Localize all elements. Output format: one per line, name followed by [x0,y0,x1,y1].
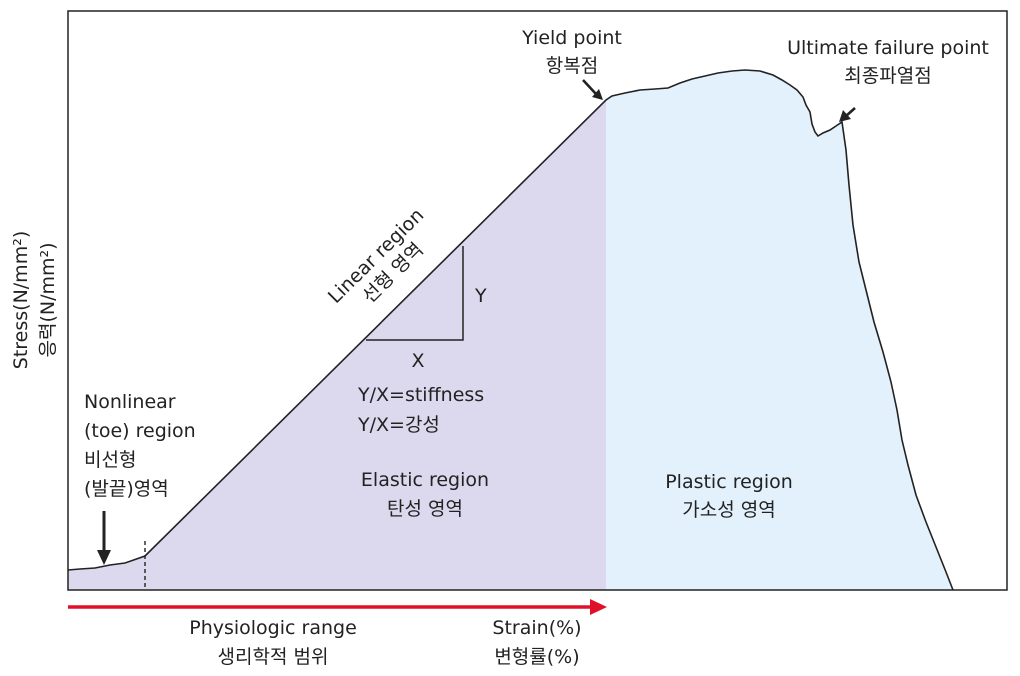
y-axis-label-ko: 응력(N/mm²) [37,242,59,357]
physiologic-range-label-en: Physiologic range [189,617,357,639]
plastic-region-label-en: Plastic region [665,471,793,493]
toe-region-line-3: 비선형 [84,449,136,471]
ultimate-point-label-ko: 최종파열점 [844,65,931,87]
physiologic-range-arrow-head [590,599,607,615]
physiologic-range-label-ko: 생리학적 범위 [218,646,329,668]
stiffness-formula-en: Y/X=stiffness [357,384,484,406]
stiffness-triangle [366,246,464,341]
ultimate-arrow-head [839,110,851,122]
plot-frame [67,10,1008,591]
toe-arrow-head [97,550,111,565]
stiffness-formula-ko: Y/X=강성 [357,414,440,436]
elastic-region-label-ko: 탄성 영역 [387,498,463,520]
y-axis-label-en: Stress(N/mm²) [10,231,32,369]
ultimate-arrow [845,107,856,117]
stiffness-x-label: X [411,350,424,372]
ultimate-point-label-en: Ultimate failure point [787,37,989,59]
toe-region-line-4: (발끝)영역 [84,478,169,500]
stiffness-y-label: Y [474,285,487,307]
yield-point-label-en: Yield point [521,27,622,49]
toe-region-line-2: (toe) region [84,420,196,442]
stress-strain-curve [67,69,954,591]
x-axis-label-ko: 변형률(%) [494,646,579,668]
plastic-region-label-ko: 가소성 영역 [682,499,775,521]
yield-point-label-ko: 항복점 [546,55,598,77]
toe-region-line-1: Nonlinear [84,391,176,413]
plastic-region-fill [606,70,953,590]
elastic-region-fill [68,100,606,590]
yield-arrow-head [592,89,603,100]
yield-arrow [582,79,597,95]
elastic-region-label-en: Elastic region [361,469,489,491]
x-axis-label-en: Strain(%) [492,617,581,639]
